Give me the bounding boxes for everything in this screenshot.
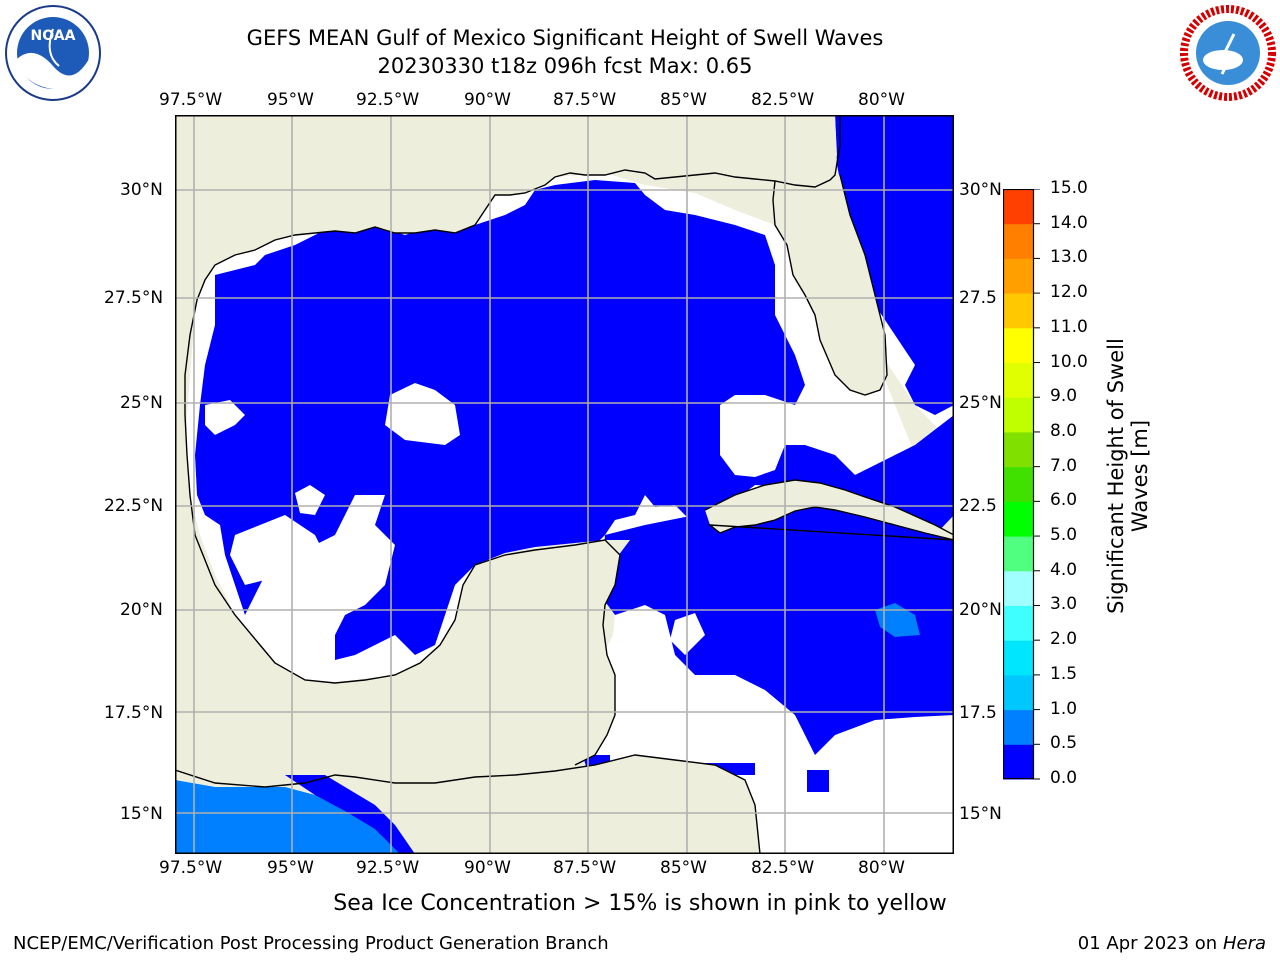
lon-tick-top: 87.5°W <box>553 90 617 110</box>
map-panel <box>175 115 954 854</box>
lat-tick-left: 15°N <box>120 804 163 824</box>
colorbar-segment <box>1003 501 1034 537</box>
chart-title: GEFS MEAN Gulf of Mexico Significant Hei… <box>246 26 884 50</box>
nws-logo <box>1179 4 1277 106</box>
colorbar-segment <box>1003 674 1034 711</box>
lon-tick-bottom: 82.5°W <box>751 858 815 878</box>
colorbar-segment <box>1003 431 1034 468</box>
footer-credit: NCEP/EMC/Verification Post Processing Pr… <box>13 933 609 954</box>
colorbar-segment <box>1003 223 1034 259</box>
colorbar-tick-label: 6.0 <box>1050 490 1078 511</box>
coastlines <box>175 115 954 854</box>
lon-tick-bottom: 85°W <box>660 858 707 878</box>
colorbar-tick-label: 7.0 <box>1050 455 1078 476</box>
colorbar-segment <box>1003 744 1034 780</box>
colorbar-segment <box>1003 189 1034 225</box>
colorbar-tick-label: 5.0 <box>1050 525 1078 546</box>
colorbar-tick-label: 10.0 <box>1050 351 1088 372</box>
lon-tick-top: 80°W <box>858 90 905 110</box>
lat-tick-right: 17.5 <box>959 703 997 723</box>
lon-tick-top: 90°W <box>464 90 511 110</box>
lat-tick-right: 30°N <box>959 180 1002 200</box>
colorbar-tick-label: 8.0 <box>1050 420 1078 441</box>
colorbar-segment <box>1003 709 1034 745</box>
colorbar-segment <box>1003 640 1034 676</box>
colorbar-tick-label: 3.0 <box>1050 594 1078 615</box>
lon-tick-bottom: 90°W <box>464 858 511 878</box>
lat-tick-left: 20°N <box>120 600 163 620</box>
colorbar-tick-label: 2.0 <box>1050 629 1078 650</box>
colorbar-segment <box>1003 362 1034 398</box>
colorbar-segment <box>1003 570 1034 606</box>
lat-tick-left: 27.5°N <box>104 288 164 308</box>
colorbar-tick-label: 1.0 <box>1050 698 1078 719</box>
land-yucatan <box>465 540 620 775</box>
colorbar-segment <box>1003 293 1034 329</box>
footer-date: 01 Apr 2023 on Hera <box>1077 933 1266 954</box>
colorbar-segment <box>1003 536 1034 572</box>
lon-tick-top: 82.5°W <box>751 90 815 110</box>
lon-tick-bottom: 80°W <box>858 858 905 878</box>
lat-tick-right: 15°N <box>959 804 1002 824</box>
lon-tick-bottom: 97.5°W <box>159 858 223 878</box>
colorbar-segment <box>1003 605 1034 641</box>
colorbar-segment <box>1003 258 1034 294</box>
colorbar <box>1003 189 1040 780</box>
colorbar-tick-label: 0.5 <box>1050 733 1078 754</box>
colorbar-segment <box>1003 466 1034 502</box>
colorbar-segment <box>1003 397 1034 433</box>
lon-tick-top: 85°W <box>660 90 707 110</box>
graticule <box>175 115 954 854</box>
colorbar-segment <box>1003 327 1034 364</box>
sea-ice-note: Sea Ice Concentration > 15% is shown in … <box>333 891 947 916</box>
colorbar-tick-label: 15.0 <box>1050 178 1088 198</box>
lat-tick-right: 20°N <box>959 600 1002 620</box>
noaa-logo: NOAA <box>4 4 102 106</box>
colorbar-tick-label: 0.0 <box>1050 768 1078 788</box>
colorbar-tick-label: 14.0 <box>1050 212 1088 233</box>
lat-tick-left: 25°N <box>120 393 163 413</box>
lat-tick-right: 25°N <box>959 393 1002 413</box>
lon-tick-bottom: 95°W <box>267 858 314 878</box>
lat-tick-left: 17.5°N <box>104 703 164 723</box>
land-florida <box>773 175 887 395</box>
colorbar-tick-label: 1.5 <box>1050 663 1078 684</box>
colorbar-tick-label: 4.0 <box>1050 559 1078 580</box>
svg-text:NOAA: NOAA <box>31 28 76 44</box>
lon-tick-bottom: 92.5°W <box>356 858 420 878</box>
lon-tick-top: 95°W <box>267 90 314 110</box>
colorbar-tick-label: 9.0 <box>1050 386 1078 407</box>
lon-tick-top: 97.5°W <box>159 90 223 110</box>
land-cuba <box>705 480 954 540</box>
lat-tick-right: 27.5 <box>959 288 997 308</box>
colorbar-tick-label: 13.0 <box>1050 247 1088 268</box>
colorbar-label: Significant Height of Swell Waves [m] <box>1104 338 1152 614</box>
chart-subtitle: 20230330 t18z 096h fcst Max: 0.65 <box>377 54 753 78</box>
colorbar-tick-label: 11.0 <box>1050 316 1088 337</box>
lon-tick-top: 92.5°W <box>356 90 420 110</box>
lat-tick-left: 30°N <box>120 180 163 200</box>
lat-tick-left: 22.5°N <box>104 496 164 516</box>
lon-tick-bottom: 87.5°W <box>553 858 617 878</box>
lat-tick-right: 22.5 <box>959 496 997 516</box>
colorbar-tick-label: 12.0 <box>1050 282 1088 303</box>
